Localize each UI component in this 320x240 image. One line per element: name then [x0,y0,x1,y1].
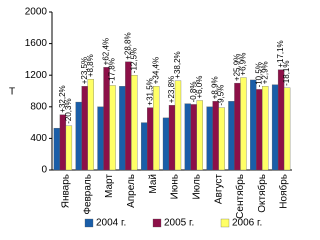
x-tick-label: Май [148,174,159,194]
change-label: +28,8% [123,32,132,59]
bar [250,79,257,171]
bar [168,105,176,171]
change-label: -18,1% [282,60,291,85]
change-label: +31,5% [145,78,154,105]
change-label: +17,1% [276,40,285,67]
x-tick-label: Октябрь [256,174,268,213]
change-label: +32,2% [58,85,67,112]
change-label: -20,3% [64,98,73,123]
bar [53,127,61,171]
chart: Т 0 400 800 1200 1600 2000 Январь +32,2%-20,3% Ф… [9,7,292,229]
change-label: +6,0% [195,76,204,99]
change-label: +2,9% [260,61,269,84]
bar [234,82,241,171]
x-tick-label: Март [104,174,115,198]
bar [65,125,73,171]
x-tick-label: Январь [61,174,72,208]
change-label: +23,5% [80,57,89,84]
bar [87,79,94,171]
change-label: -17,8% [108,58,117,83]
bar [218,107,225,171]
change-label: +34,4% [151,57,160,84]
y-tick-label: 2000 [25,7,48,18]
bar [256,89,263,171]
bar [184,103,191,171]
x-tick-label: Февраль [82,174,93,215]
change-label: +38,2% [173,51,182,78]
x-tick-label: Ноябрь [278,174,290,209]
bar [109,85,116,171]
legend-swatch [152,218,162,228]
y-tick-label: 0 [41,165,47,176]
bar [162,117,170,171]
bar [206,106,213,171]
legend-swatch [220,218,230,228]
bar [125,61,132,171]
change-label: +6,9% [239,53,248,76]
change-label: +25,9% [233,54,242,81]
legend-label: 2004 г. [96,218,126,229]
bar [81,86,88,171]
change-label: +8,9% [211,76,220,99]
legend-label: 2006 г. [232,218,262,229]
y-tick-label: 1600 [25,38,48,49]
bar [196,100,203,171]
bar [262,86,269,171]
change-label: -9,5% [217,85,226,106]
change-label: -10,5% [254,62,263,87]
x-tick-label: Июнь [170,174,181,199]
bar [283,87,291,171]
y-tick-label: 1200 [25,70,48,81]
bar [147,107,154,171]
bar [75,101,82,171]
change-label: +23,8% [167,76,176,103]
change-label: -0,8% [189,82,198,103]
y-axis-label: Т [9,87,15,98]
bar [271,84,279,171]
bar [190,104,197,171]
bar [131,75,138,171]
legend-label: 2005 г. [164,218,194,229]
x-tick-label: Апрель [126,174,137,208]
bar [174,80,182,171]
bar [228,101,235,171]
bar [97,106,104,171]
x-tick-label: Сентябрь [234,174,246,219]
x-tick-label: Август [213,174,224,205]
change-label: +8,8% [86,54,95,77]
bar [141,122,148,171]
x-tick-label: Июль [191,174,202,200]
bar [240,77,247,171]
bar [212,101,219,171]
y-tick-label: 400 [30,133,47,144]
bar [119,86,126,171]
legend-swatch [84,218,94,228]
change-label: -12,5% [129,48,138,73]
change-label: +62,4% [102,38,111,65]
bar [153,86,160,171]
y-tick-label: 800 [30,101,47,112]
